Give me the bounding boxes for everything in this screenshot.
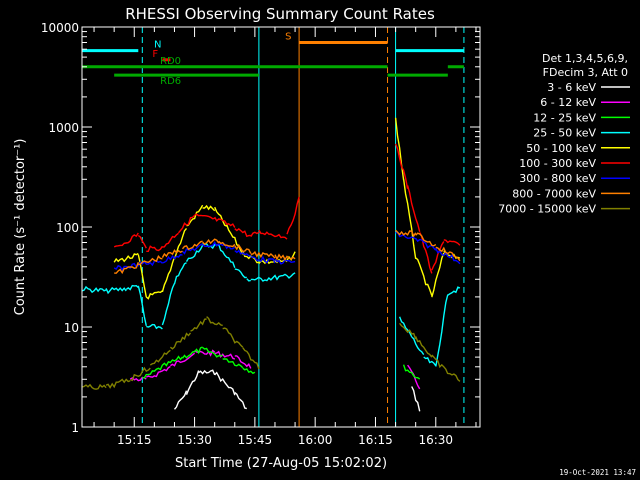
- legend: Det 1,3,4,5,6,9,FDecim 3, Att 0 3 - 6 keV…: [498, 52, 630, 216]
- legend-entry-7: 800 - 7000 keV: [512, 187, 596, 200]
- axes: 1 10 100 1000 10000 15:15 15:30 15:45 16:00 16:15…: [41, 21, 480, 447]
- x-tick-label-0: 15:15: [117, 433, 152, 447]
- x-tick-label-4: 16:15: [358, 433, 393, 447]
- flag-label-3: RD6: [160, 76, 181, 87]
- x-tick-label-3: 16:00: [298, 433, 333, 447]
- series-line-5: [113, 143, 461, 274]
- flag-label-4: S: [285, 31, 291, 42]
- x-tick-label-1: 15:30: [177, 433, 212, 447]
- legend-entry-1: 6 - 12 keV: [540, 96, 596, 109]
- y-tick-label-3: 1000: [48, 121, 79, 135]
- flag-label-1: F: [152, 49, 158, 60]
- legend-entry-0: 3 - 6 keV: [547, 81, 596, 94]
- legend-entry-4: 50 - 100 keV: [526, 142, 596, 155]
- y-tick-label-4: 10000: [41, 21, 79, 35]
- flag-label-0: N: [154, 40, 161, 51]
- x-tick-label-5: 16:30: [418, 433, 453, 447]
- x-axis-label: Start Time (27-Aug-05 15:02:02): [175, 456, 387, 471]
- footer-date: 19-Oct-2021 13:47: [559, 468, 636, 477]
- x-tick-label-2: 15:45: [238, 433, 273, 447]
- y-tick-label-0: 1: [71, 421, 79, 435]
- y-tick-label-1: 10: [64, 321, 79, 335]
- legend-header-0: Det 1,3,4,5,6,9,: [542, 52, 628, 65]
- series-line-8: [81, 316, 461, 390]
- series-lines: [81, 117, 461, 412]
- chart-title: RHESSI Observing Summary Count Rates: [125, 5, 435, 23]
- legend-entry-3: 25 - 50 keV: [533, 127, 596, 140]
- legend-entry-8: 7000 - 15000 keV: [498, 203, 596, 216]
- legend-entry-5: 100 - 300 keV: [519, 157, 596, 170]
- y-axis-label: Count Rate (s⁻¹ detector⁻¹): [13, 139, 28, 316]
- legend-entry-6: 300 - 800 keV: [519, 172, 596, 185]
- series-line-1: [129, 349, 421, 390]
- series-line-0: [173, 369, 421, 412]
- series-line-7: [114, 229, 461, 275]
- flag-label-2: RD0: [160, 56, 181, 67]
- legend-header-1: FDecim 3, Att 0: [543, 66, 628, 79]
- series-line-2: [142, 346, 421, 380]
- y-tick-label-2: 100: [56, 221, 79, 235]
- legend-entry-2: 12 - 25 keV: [533, 111, 596, 124]
